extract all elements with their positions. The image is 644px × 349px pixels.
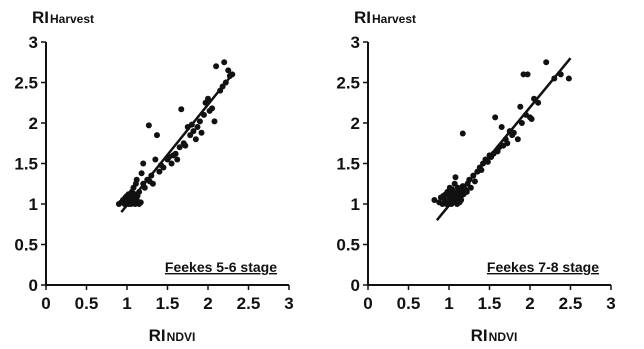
data-point bbox=[140, 161, 146, 167]
data-point bbox=[458, 197, 464, 203]
data-point bbox=[199, 130, 205, 136]
y-tick-label: 0 bbox=[29, 276, 38, 295]
y-tick-label: 3 bbox=[29, 33, 38, 52]
data-point bbox=[160, 165, 166, 171]
data-point bbox=[499, 124, 505, 130]
data-point bbox=[504, 140, 510, 146]
data-point bbox=[197, 118, 203, 124]
y-tick-label: 0.5 bbox=[14, 236, 38, 255]
data-point bbox=[136, 189, 142, 195]
data-point bbox=[519, 120, 525, 126]
data-point bbox=[178, 106, 184, 112]
data-point bbox=[478, 167, 484, 173]
data-point bbox=[515, 136, 521, 142]
x-tick-label: 3 bbox=[606, 294, 615, 313]
x-tick-label: 2 bbox=[525, 294, 534, 313]
y-tick-label: 1.5 bbox=[14, 155, 38, 174]
y-axis-title-main: RI bbox=[32, 8, 49, 27]
data-point bbox=[213, 63, 219, 69]
y-tick-label: 2 bbox=[29, 114, 38, 133]
x-tick-label: 1 bbox=[122, 294, 131, 313]
scatter-chart-feekes-7-8: 0 0.5 1 1.5 2 2.5 300.511.522.53RIHarvestRINDV… bbox=[322, 0, 644, 349]
data-point bbox=[492, 114, 498, 120]
x-tick-label: 2.5 bbox=[559, 294, 583, 313]
data-point bbox=[174, 156, 180, 162]
x-axis-title: RINDVI bbox=[471, 326, 518, 345]
x-tick-label: 0 bbox=[363, 294, 372, 313]
x-axis-title-sub: NDVI bbox=[167, 330, 196, 344]
data-point bbox=[209, 105, 215, 111]
scatter-panel-feekes-5-6: 0 0.5 1 1.5 2 2.5 3 0 0.5 1 1.5 2 2.5 3 RIHarvest RINDV… bbox=[0, 0, 322, 349]
y-tick-label: 2.5 bbox=[336, 74, 360, 93]
y-tick-label: 1 bbox=[351, 195, 360, 214]
data-point bbox=[154, 132, 160, 138]
data-point bbox=[182, 143, 188, 149]
data-point bbox=[223, 80, 229, 86]
y-tick-label: 0 bbox=[351, 276, 360, 295]
data-point bbox=[529, 116, 535, 122]
y-tick-label: 3 bbox=[351, 33, 360, 52]
data-point bbox=[472, 178, 478, 184]
data-point bbox=[468, 185, 474, 191]
y-axis-title: RIHarvest bbox=[32, 8, 94, 27]
y-tick-label: 2 bbox=[351, 114, 360, 133]
x-tick-label: 0.5 bbox=[397, 294, 421, 313]
data-point bbox=[460, 131, 466, 137]
data-point bbox=[142, 185, 148, 191]
x-tick-label: 1.5 bbox=[478, 294, 502, 313]
stage-annotation: Feekes 5-6 stage bbox=[165, 259, 277, 275]
data-point bbox=[134, 177, 140, 183]
data-point bbox=[152, 156, 158, 162]
data-point bbox=[566, 75, 572, 81]
data-point bbox=[205, 96, 211, 102]
data-point bbox=[173, 151, 179, 157]
y-tick-label: 1.5 bbox=[336, 155, 360, 174]
x-tick-label: 1 bbox=[444, 294, 453, 313]
x-tick-label: 0 bbox=[41, 294, 50, 313]
data-point bbox=[150, 181, 156, 187]
data-point bbox=[517, 104, 523, 110]
data-point bbox=[551, 75, 557, 81]
x-tick-label: 2.5 bbox=[237, 294, 261, 313]
data-point bbox=[511, 130, 517, 136]
data-point bbox=[535, 100, 541, 106]
data-point bbox=[525, 71, 531, 77]
data-point bbox=[146, 122, 152, 128]
data-point bbox=[452, 174, 458, 180]
data-point bbox=[193, 136, 199, 142]
scatter-panel-feekes-7-8: 0 0.5 1 1.5 2 2.5 3 0 0.5 1 1.5 2 2.5 3 RIHarvest RINDV… bbox=[322, 0, 644, 349]
x-axis-title-main: RI bbox=[471, 326, 488, 345]
scatter-chart-feekes-5-6: 0 0.5 1 1.5 2 2.5 300.511.522.53RIHarvestRINDV… bbox=[0, 0, 322, 349]
data-point bbox=[229, 71, 235, 77]
x-axis-title-sub: NDVI bbox=[489, 330, 518, 344]
y-axis-title: RIHarvest bbox=[354, 8, 416, 27]
data-point bbox=[138, 199, 144, 205]
data-point bbox=[194, 124, 200, 130]
x-tick-label: 1.5 bbox=[156, 294, 180, 313]
x-tick-label: 3 bbox=[284, 294, 293, 313]
data-point bbox=[148, 173, 154, 179]
y-tick-label: 1 bbox=[29, 195, 38, 214]
data-point bbox=[543, 59, 549, 65]
data-point bbox=[139, 170, 145, 176]
x-tick-label: 0.5 bbox=[75, 294, 99, 313]
y-axis-title-sub: Harvest bbox=[372, 12, 416, 26]
x-axis-title: RINDVI bbox=[149, 326, 196, 345]
stage-annotation: Feekes 7-8 stage bbox=[487, 259, 599, 275]
data-point bbox=[189, 122, 195, 128]
x-axis-title-main: RI bbox=[149, 326, 166, 345]
y-tick-label: 0.5 bbox=[336, 236, 360, 255]
y-axis-title-sub: Harvest bbox=[50, 12, 94, 26]
y-axis-title-main: RI bbox=[354, 8, 371, 27]
y-tick-label: 2.5 bbox=[14, 74, 38, 93]
data-point bbox=[169, 161, 175, 167]
x-tick-label: 2 bbox=[203, 294, 212, 313]
data-point bbox=[211, 118, 217, 124]
data-point bbox=[221, 59, 227, 65]
data-point bbox=[558, 71, 564, 77]
data-point bbox=[201, 112, 207, 118]
